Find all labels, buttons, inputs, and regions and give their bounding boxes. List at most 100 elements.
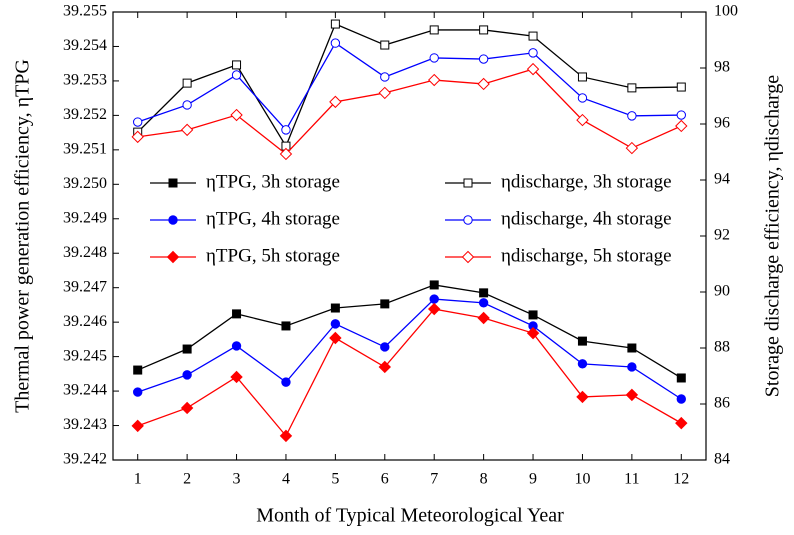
marker <box>281 321 291 331</box>
marker <box>528 48 538 58</box>
marker <box>477 77 490 91</box>
marker <box>378 86 391 100</box>
marker <box>676 110 686 120</box>
marker <box>232 309 242 319</box>
marker <box>131 130 144 144</box>
marker <box>330 319 341 329</box>
y2-tick-label: 96 <box>714 115 730 132</box>
marker <box>577 93 588 103</box>
marker <box>429 53 439 63</box>
marker <box>330 19 340 29</box>
marker <box>577 72 587 82</box>
marker <box>577 359 588 369</box>
series-line <box>137 42 682 131</box>
legend-marker <box>463 178 473 188</box>
marker <box>429 294 439 304</box>
y-tick-label: 39.243 <box>63 416 107 433</box>
marker <box>577 336 587 346</box>
marker <box>576 113 589 127</box>
y2-tick-label: 100 <box>714 3 738 20</box>
legend-label: ηTPG, 3h storage <box>206 171 340 192</box>
marker <box>279 147 293 161</box>
marker <box>676 394 686 404</box>
y2-tick-label: 88 <box>714 339 730 356</box>
x-tick-label: 5 <box>331 471 339 488</box>
marker <box>478 54 489 64</box>
y-tick-label: 39.249 <box>63 209 107 226</box>
y2-axis-title: Storage discharge efficiency, ηdischarge <box>762 75 784 397</box>
x-tick-label: 12 <box>673 471 689 488</box>
marker <box>675 416 688 430</box>
legend-marker <box>166 250 180 264</box>
marker <box>528 31 538 41</box>
y-tick-label: 39.254 <box>63 37 107 54</box>
marker <box>180 401 194 415</box>
legend-marker <box>168 215 178 225</box>
legend-marker <box>463 215 473 225</box>
marker <box>479 25 489 35</box>
x-tick-label: 8 <box>480 471 488 488</box>
marker <box>281 377 291 387</box>
marker <box>329 95 342 109</box>
series-line <box>137 68 682 155</box>
x-tick-label: 10 <box>574 471 590 488</box>
x-tick-label: 3 <box>233 471 241 488</box>
y-tick-label: 39.253 <box>63 72 107 89</box>
legend-label: ηTPG, 4h storage <box>206 208 340 229</box>
marker <box>131 419 144 433</box>
y-tick-label: 39.248 <box>63 244 107 261</box>
legend-marker <box>461 250 475 264</box>
marker <box>281 125 291 135</box>
marker <box>627 83 637 93</box>
x-tick-label: 1 <box>134 471 142 488</box>
y-tick-label: 39.251 <box>63 141 107 158</box>
y-tick-label: 39.252 <box>63 106 107 123</box>
y-tick-label: 39.242 <box>63 451 107 468</box>
series-line <box>137 308 682 438</box>
legend-label: ηdischarge, 3h storage <box>501 171 672 192</box>
series-line <box>137 284 682 379</box>
marker <box>230 370 243 384</box>
legend-marker <box>168 178 178 188</box>
marker <box>182 370 192 380</box>
marker <box>330 303 340 313</box>
y-tick-label: 39.244 <box>63 382 107 399</box>
x-tick-label: 6 <box>381 471 389 488</box>
marker <box>528 310 538 320</box>
y-tick-label: 39.250 <box>63 175 107 192</box>
y2-tick-label: 92 <box>714 227 730 244</box>
marker <box>676 82 686 92</box>
marker <box>182 78 192 88</box>
legend-label: ηdischarge, 4h storage <box>501 208 672 229</box>
series-line <box>137 298 682 400</box>
marker <box>182 344 192 354</box>
marker <box>627 343 637 353</box>
marker <box>330 38 341 48</box>
x-tick-label: 2 <box>183 471 191 488</box>
marker <box>428 73 441 87</box>
marker <box>428 302 441 316</box>
marker <box>329 331 342 345</box>
y-tick-label: 39.246 <box>63 313 107 330</box>
marker <box>576 390 589 404</box>
marker <box>625 388 639 402</box>
marker <box>182 100 192 110</box>
marker <box>133 365 143 375</box>
x-tick-label: 7 <box>430 471 438 488</box>
marker <box>230 108 243 122</box>
y-tick-label: 39.245 <box>63 347 107 364</box>
x-tick-label: 9 <box>529 471 537 488</box>
marker <box>627 362 637 372</box>
marker <box>676 373 686 383</box>
marker <box>429 25 439 35</box>
marker <box>380 72 390 82</box>
x-tick-label: 4 <box>282 471 290 488</box>
marker <box>380 40 390 50</box>
marker <box>232 60 242 70</box>
y2-tick-label: 94 <box>714 171 730 188</box>
marker <box>380 299 390 309</box>
x-tick-label: 11 <box>624 471 639 488</box>
marker <box>133 387 143 397</box>
marker <box>627 111 637 121</box>
